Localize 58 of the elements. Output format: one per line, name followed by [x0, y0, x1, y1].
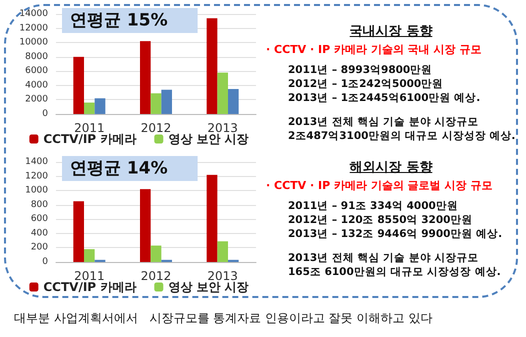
text: 2013년 전체 핵심 기술 분야 시장규모: [287, 251, 480, 265]
text: 2013년 – 132조 9446억 9900만원 예상.: [287, 227, 504, 241]
text: 2012년 – 1조242억5000만원: [287, 77, 444, 91]
x-tick-label: 2012: [140, 269, 172, 283]
text: 2013년 전체 핵심 기술 분야 시장규모: [287, 115, 480, 129]
legend-label: CCTV/IP 카메라: [43, 132, 136, 146]
legend-label: 영상 보안 시장: [168, 280, 249, 294]
text: · CCTV · IP 카메라 기술의 글로벌 시장 규모: [266, 178, 494, 193]
y-tick-label: 12000: [19, 23, 48, 34]
y-tick-label: 0: [42, 109, 48, 119]
bar: [161, 90, 172, 114]
y-tick-label: 0: [42, 257, 48, 267]
y-tick-label: 400: [30, 228, 48, 238]
text: 2조487억3100만원의 대규모 시장성장 예상.: [287, 129, 516, 143]
bar: [217, 241, 228, 262]
y-tick-label: 200: [30, 242, 48, 253]
y-tick-label: 8000: [25, 52, 48, 62]
annotation: 연평균 15%: [70, 10, 168, 30]
y-tick-label: 14000: [19, 9, 48, 19]
bar: [206, 174, 218, 262]
legend-label: CCTV/IP 카메라: [43, 280, 136, 294]
bar: [73, 201, 84, 262]
text: 2013년 – 1조2445억6100만원 예상.: [287, 91, 482, 105]
y-tick-label: 2000: [25, 94, 48, 105]
y-tick-label: 1400: [25, 157, 48, 167]
text: 2011년 – 91조 334억 4000만원: [287, 199, 459, 213]
bar: [73, 56, 84, 114]
y-tick-label: 4000: [25, 80, 48, 90]
text: 국내시장 동향: [348, 23, 434, 40]
bar: [150, 93, 162, 114]
bar: [140, 189, 151, 262]
y-tick-label: 800: [30, 200, 48, 210]
bar: [228, 89, 239, 114]
x-tick-label: 2011: [74, 269, 105, 283]
text: 165조 6100만원의 대규모 시장성장 예상.: [287, 265, 502, 279]
text: 2012년 – 120조 8550억 3200만원: [287, 213, 474, 227]
x-tick-label: 2013: [207, 269, 238, 283]
bar: [84, 102, 95, 114]
y-tick-label: 10000: [19, 38, 48, 48]
bar: [206, 18, 218, 114]
bar: [217, 72, 228, 114]
y-tick-label: 600: [30, 214, 48, 224]
bar: [150, 246, 162, 262]
text: · CCTV · IP 카메라 기술의 국내 시장 규모: [266, 42, 482, 57]
x-tick-label: 2012: [140, 121, 172, 135]
text: 2011년 – 8993억9800만원: [287, 63, 434, 77]
y-tick-label: 1000: [25, 186, 48, 196]
x-tick-label: 2013: [207, 121, 238, 135]
legend-label: 영상 보안 시장: [168, 132, 249, 146]
annotation: 연평균 14%: [70, 158, 168, 178]
bar: [84, 249, 95, 262]
y-tick-label: 6000: [25, 66, 48, 76]
bar: [94, 98, 106, 114]
y-tick-label: 1200: [25, 171, 48, 182]
bar: [140, 41, 151, 114]
text: 해외시장 동향: [348, 159, 434, 176]
x-tick-label: 2011: [74, 121, 105, 135]
text: 대부분 사업계획서에서 시장규모를 통계자료 인용이라고 잘못 이해하고 있다: [14, 310, 434, 327]
